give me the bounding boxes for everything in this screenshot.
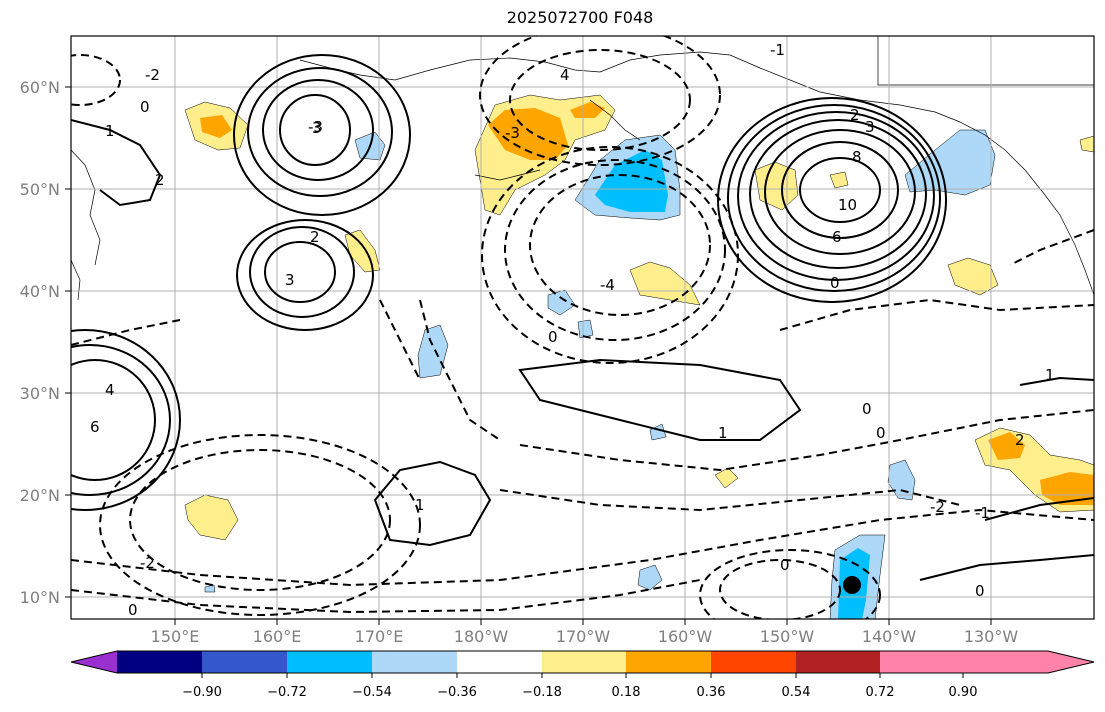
lon-label: 170°W [556, 627, 611, 646]
lon-label: 160°W [658, 627, 713, 646]
lat-label: 50°N [20, 180, 60, 199]
lon-label: 170°E [355, 627, 404, 646]
colorbar-swatch [626, 651, 711, 673]
positive-contours [71, 54, 1094, 581]
colorbar-tick-label: 0.18 [612, 685, 641, 700]
colorbar-swatch [880, 651, 963, 673]
colorbar-outline [70, 650, 1095, 674]
colorbar-tick-label: 0.54 [782, 685, 811, 700]
contour-label: -4 [600, 276, 615, 294]
colorbar-tick-label: −0.72 [267, 685, 307, 700]
contour-label: 4 [560, 66, 570, 84]
lat-label: 20°N [20, 486, 60, 505]
colorbar-swatch [117, 651, 202, 673]
contour-label: 3 [865, 118, 875, 136]
colorbar-swatch [711, 651, 796, 673]
map-title: 2025072700 F048 [506, 8, 654, 27]
lat-label: 30°N [20, 384, 60, 403]
colorbar-swatch [372, 651, 457, 673]
contour-label: 0 [975, 582, 985, 600]
contour-label: 0 [780, 556, 790, 574]
colorbar-tick-label: −0.18 [522, 685, 562, 700]
lon-label: 160°E [253, 627, 302, 646]
contour-label: 0 [128, 601, 138, 619]
axis-ticks [65, 86, 992, 625]
colorbar-tick-label: −0.36 [437, 685, 477, 700]
lon-label: 130°W [964, 627, 1019, 646]
lon-label: 140°W [862, 627, 917, 646]
contour-label: 6 [90, 418, 100, 436]
contour-label: 1 [415, 496, 425, 514]
lat-label: 40°N [20, 282, 60, 301]
lon-label: 150°E [151, 627, 200, 646]
colorbar-tick-label: −0.90 [182, 685, 222, 700]
contour-label: 0 [548, 328, 558, 346]
contour-label: 0 [876, 424, 886, 442]
longitude-labels: 150°E 160°E 170°E 180°W 170°W 160°W 150°… [151, 627, 1019, 646]
contour-label: -3 [505, 124, 520, 142]
contour-label: 2 [310, 228, 320, 246]
contour-label: 1 [105, 122, 115, 140]
contour-label: 2 [155, 171, 165, 189]
contour-label: 8 [852, 148, 862, 166]
contour-label: -1 [770, 41, 785, 59]
coastlines [71, 36, 1094, 301]
contour-label: -3 [308, 118, 323, 136]
lon-label: 180°W [454, 627, 509, 646]
contour-label: 0 [862, 400, 872, 418]
contour-label: -2 [140, 554, 155, 572]
contour-label: 4 [105, 381, 115, 399]
colorbar-extend-high [963, 651, 1094, 673]
contour-label: 0 [140, 98, 150, 116]
contour-label: 3 [285, 271, 295, 289]
lat-label: 60°N [20, 78, 60, 97]
lon-label: 150°W [760, 627, 815, 646]
colorbar-swatch [202, 651, 287, 673]
contour-labels: -2 0 1 2 3 -3 4 -4 8 10 6 0 -1 1 2 3 6 4… [90, 41, 1055, 619]
latitude-labels: 60°N 50°N 40°N 30°N 20°N 10°N [20, 78, 60, 607]
contour-label: -1 [975, 504, 990, 522]
location-marker [843, 576, 861, 594]
colorbar-tick-label: 0.90 [949, 685, 978, 700]
colorbar-swatch [287, 651, 372, 673]
contour-label: 2 [1015, 431, 1025, 449]
colorbar-tick-label: 0.36 [697, 685, 726, 700]
lat-label: 10°N [20, 588, 60, 607]
contour-label: 0 [830, 274, 840, 292]
contour-label: 6 [832, 228, 842, 246]
contour-label: 10 [838, 196, 857, 214]
colorbar-tick-label: 0.72 [866, 685, 895, 700]
contour-label: 1 [718, 424, 728, 442]
colorbar-swatch [796, 651, 880, 673]
contour-label: 2 [850, 106, 860, 124]
contour-label: -2 [145, 66, 160, 84]
contour-label: 1 [1045, 366, 1055, 384]
contour-label: -2 [930, 498, 945, 516]
negative-contours [71, 36, 1094, 619]
colorbar: −0.90 −0.72 −0.54 −0.36 −0.18 0.18 0.36 … [70, 650, 1095, 700]
colorbar-swatch [457, 651, 542, 673]
colorbar-tick-label: −0.54 [352, 685, 392, 700]
contour-label: 3 [312, 119, 322, 137]
colorbar-swatch [542, 651, 626, 673]
